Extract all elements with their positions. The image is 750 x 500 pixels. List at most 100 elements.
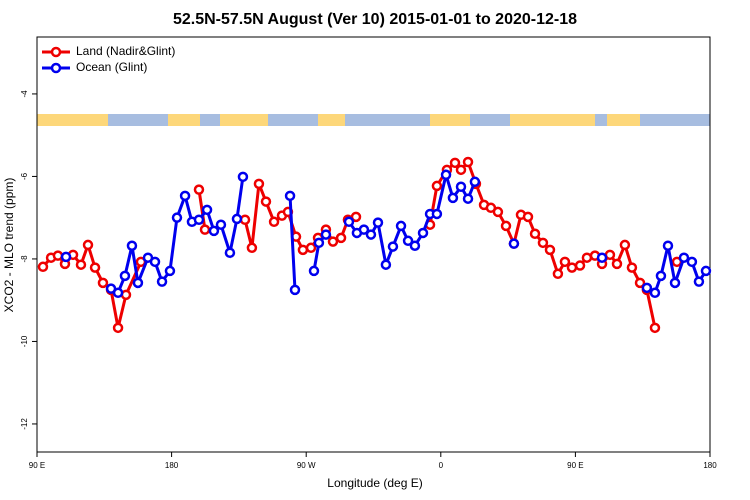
x-tick-label: 0 bbox=[439, 461, 444, 470]
point bbox=[201, 204, 213, 216]
point bbox=[449, 157, 461, 169]
y-tick-label: -6 bbox=[20, 172, 29, 180]
point bbox=[327, 236, 339, 247]
point bbox=[641, 282, 653, 294]
point bbox=[284, 190, 296, 202]
ocean-band bbox=[268, 114, 318, 126]
point bbox=[199, 224, 211, 235]
point bbox=[655, 270, 667, 282]
ocean-band bbox=[640, 114, 710, 126]
point bbox=[239, 214, 251, 225]
point bbox=[662, 240, 674, 251]
point bbox=[508, 238, 520, 249]
point bbox=[289, 284, 301, 296]
x-tick-label: 180 bbox=[703, 461, 717, 470]
land-ocean-mask bbox=[37, 114, 710, 126]
point bbox=[469, 176, 481, 188]
point bbox=[350, 211, 362, 223]
point bbox=[237, 171, 249, 183]
point bbox=[313, 237, 325, 249]
y-tick-label: -4 bbox=[20, 90, 29, 98]
point bbox=[308, 265, 320, 277]
ocean-band bbox=[595, 114, 607, 126]
point bbox=[552, 268, 564, 280]
y-axis-label: XCO2 - MLO trend (ppm) bbox=[2, 178, 16, 313]
point bbox=[634, 277, 646, 289]
x-tick-label: 180 bbox=[165, 461, 179, 470]
point bbox=[492, 206, 504, 218]
point bbox=[417, 227, 429, 239]
point bbox=[320, 229, 332, 240]
point bbox=[132, 277, 144, 289]
point bbox=[669, 277, 681, 289]
point bbox=[574, 260, 586, 271]
point bbox=[60, 251, 72, 263]
point bbox=[559, 256, 571, 268]
point bbox=[431, 180, 443, 192]
point bbox=[193, 184, 205, 195]
point bbox=[208, 225, 220, 237]
point bbox=[686, 256, 698, 268]
series-line bbox=[43, 162, 677, 328]
point bbox=[215, 219, 227, 230]
y-tick-label: -12 bbox=[20, 418, 29, 430]
legend-marker bbox=[50, 46, 62, 58]
point bbox=[89, 262, 101, 273]
ocean-band bbox=[345, 114, 430, 126]
point bbox=[365, 229, 377, 240]
point bbox=[529, 228, 541, 240]
point bbox=[164, 265, 176, 277]
point bbox=[112, 287, 124, 299]
point bbox=[431, 208, 443, 220]
x-tick-label: 90 W bbox=[297, 461, 316, 470]
y-tick-label: -10 bbox=[20, 335, 29, 347]
point bbox=[372, 217, 384, 228]
point bbox=[611, 258, 623, 270]
point bbox=[52, 250, 64, 261]
point bbox=[462, 193, 474, 204]
point bbox=[409, 240, 421, 251]
ocean-band bbox=[470, 114, 510, 126]
y-tick-label: -8 bbox=[20, 255, 29, 263]
point bbox=[544, 244, 556, 256]
point bbox=[75, 259, 87, 270]
point bbox=[537, 237, 549, 249]
point bbox=[500, 220, 512, 232]
point bbox=[97, 277, 109, 289]
x-axis-label: Longitude (deg E) bbox=[327, 476, 422, 490]
plot-frame bbox=[36, 36, 711, 453]
point bbox=[581, 252, 593, 263]
point bbox=[387, 241, 399, 252]
point bbox=[260, 196, 272, 207]
point bbox=[112, 322, 124, 334]
ocean-band bbox=[200, 114, 220, 126]
point bbox=[440, 169, 452, 181]
point bbox=[156, 276, 168, 287]
point bbox=[358, 224, 370, 235]
point bbox=[596, 252, 608, 263]
point bbox=[402, 235, 414, 247]
point bbox=[447, 192, 459, 204]
point bbox=[380, 259, 392, 270]
point bbox=[171, 212, 183, 223]
legend-label: Ocean (Glint) bbox=[76, 60, 147, 74]
point bbox=[193, 214, 205, 225]
point bbox=[149, 256, 161, 268]
point bbox=[231, 213, 243, 225]
x-tick-label: 90 E bbox=[567, 461, 583, 470]
point bbox=[455, 181, 467, 192]
point bbox=[649, 287, 661, 299]
point bbox=[224, 247, 236, 259]
point bbox=[82, 239, 94, 251]
point bbox=[566, 262, 578, 273]
point bbox=[455, 164, 467, 176]
ocean-band bbox=[108, 114, 168, 126]
point bbox=[626, 262, 638, 273]
chart-title: 52.5N-57.5N August (Ver 10) 2015-01-01 t… bbox=[173, 11, 577, 28]
point bbox=[693, 276, 705, 287]
point bbox=[343, 216, 355, 228]
point bbox=[522, 211, 534, 223]
point bbox=[649, 322, 661, 334]
point bbox=[462, 156, 474, 168]
